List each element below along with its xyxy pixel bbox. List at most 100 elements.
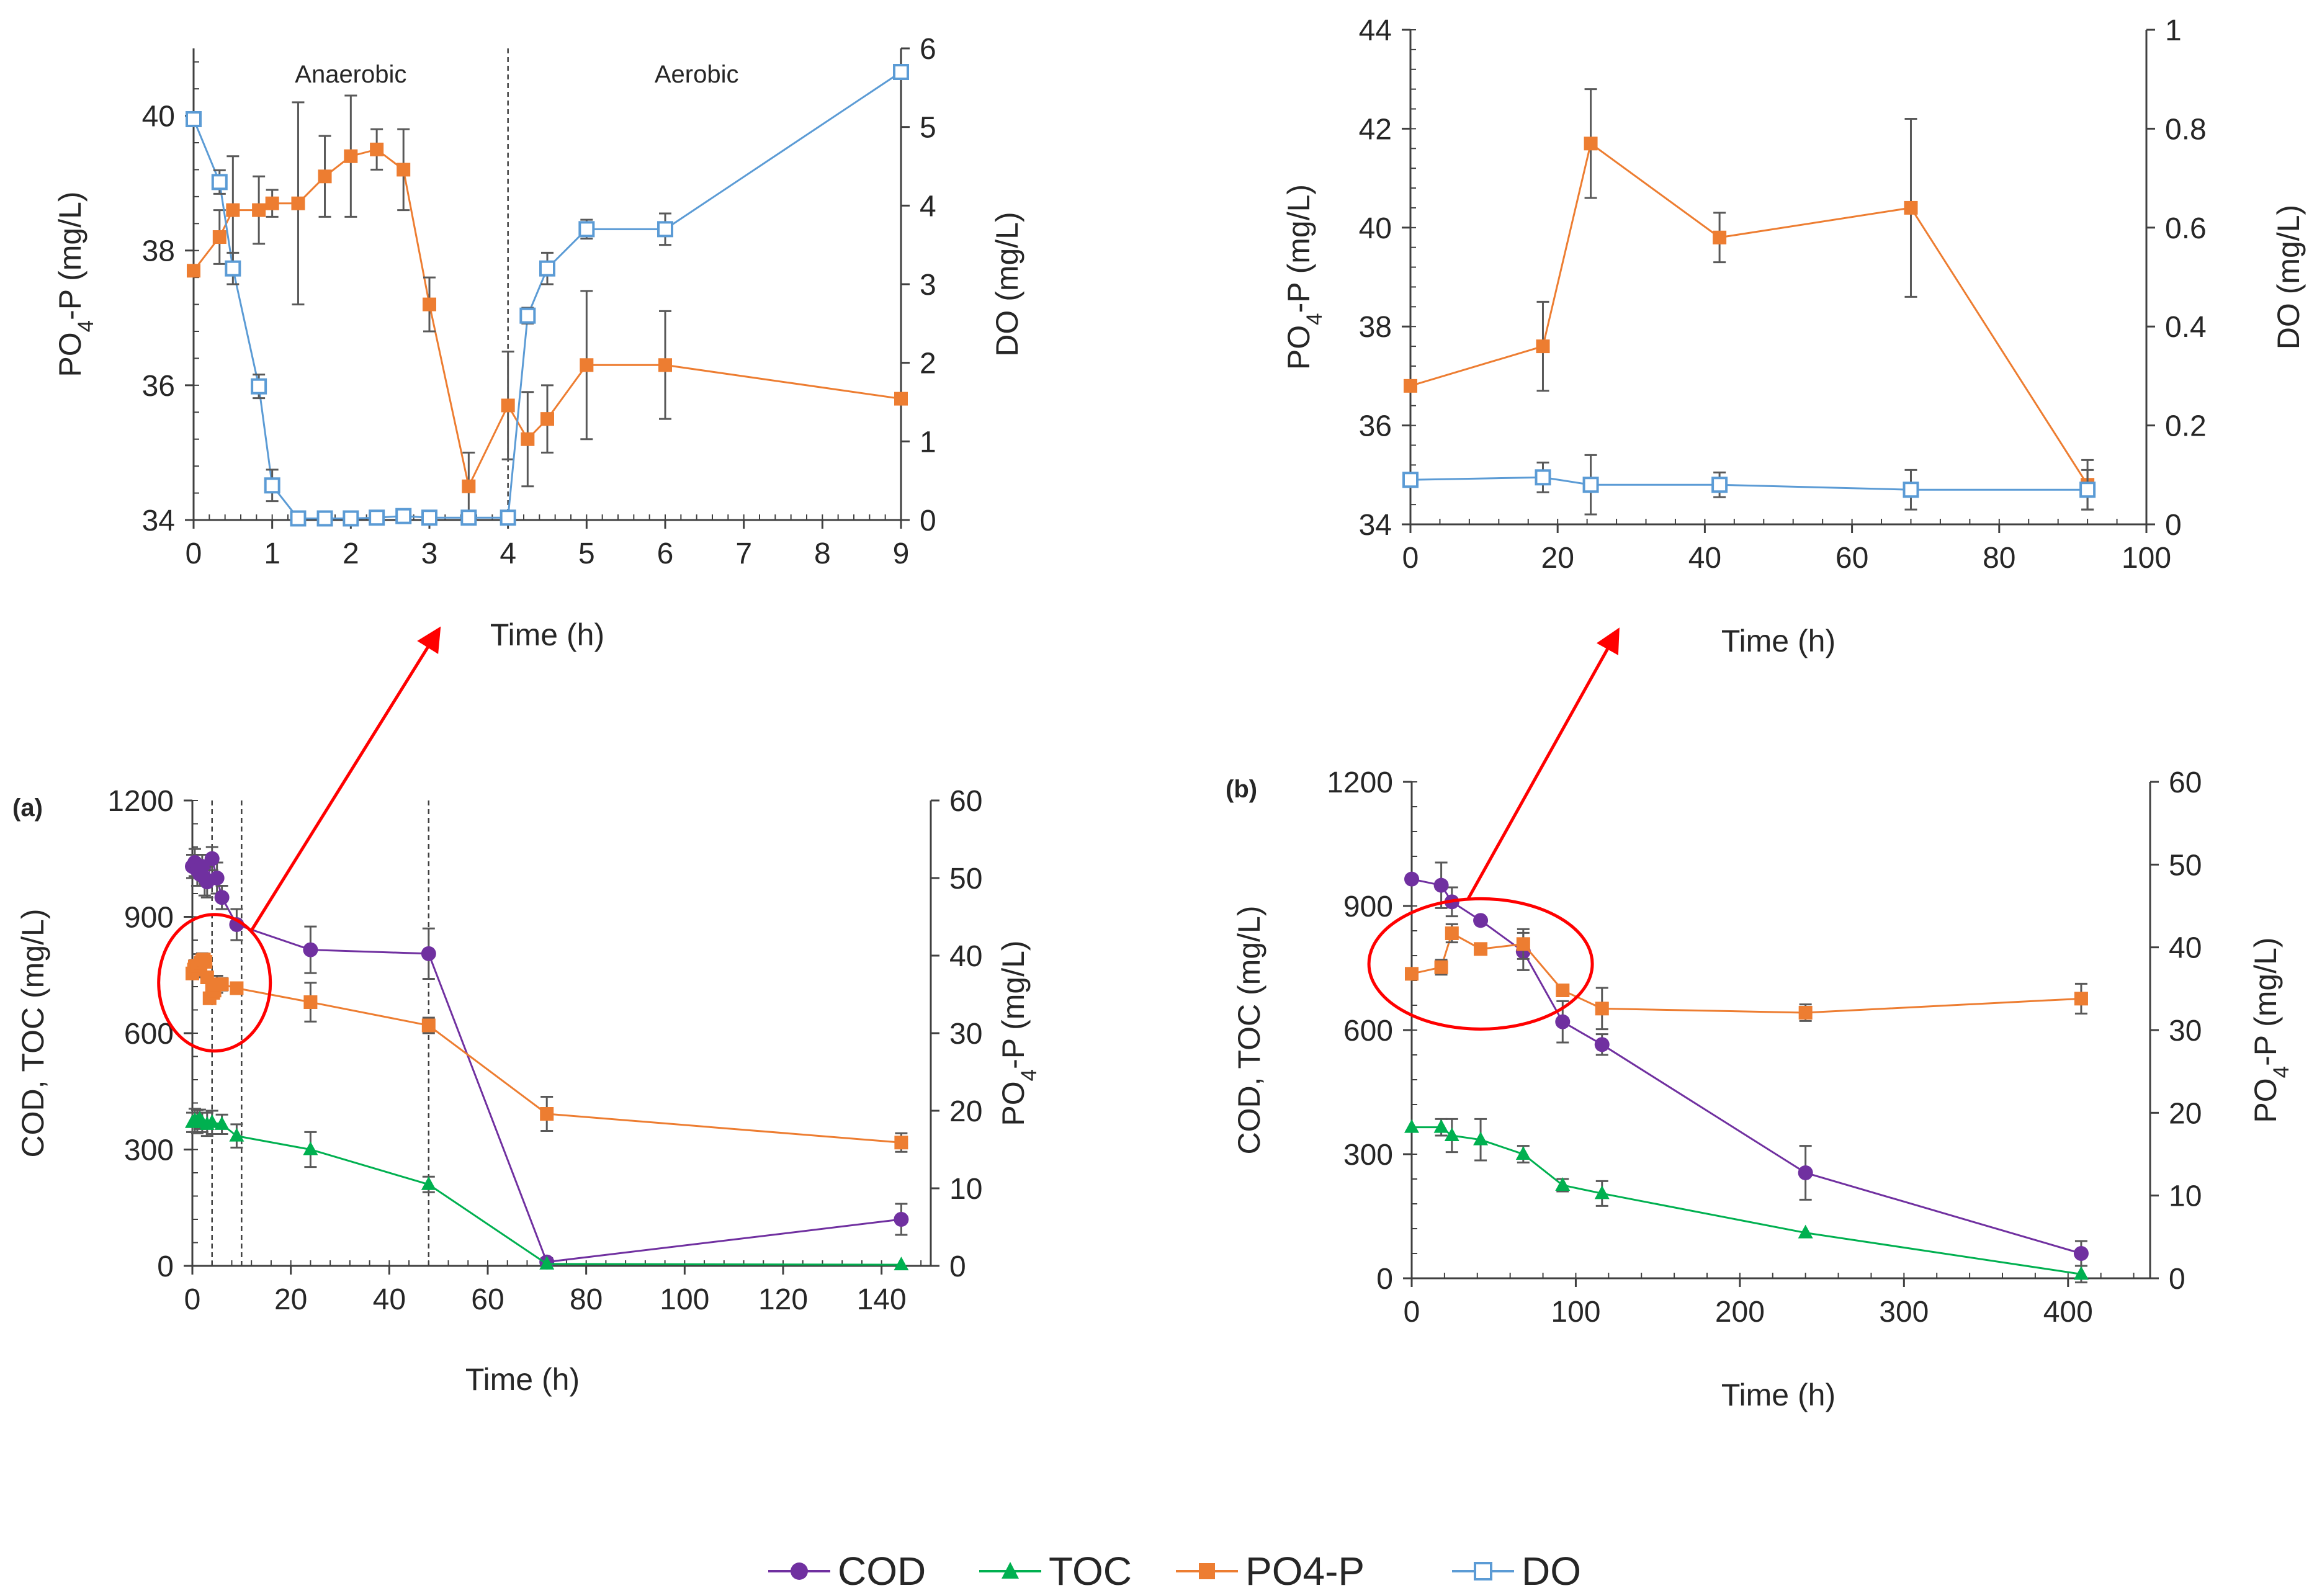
inset-a-do-point xyxy=(225,260,241,277)
panel-b-toc-point xyxy=(1594,1185,1610,1199)
panel-b-y2-tick-label: 40 xyxy=(2169,932,2202,965)
panel-a-y2-tick-label: 20 xyxy=(949,1095,982,1128)
panel-a-x-tick-label: 80 xyxy=(570,1283,603,1316)
inset-a-po4-p-point xyxy=(318,169,332,184)
legend-label: COD xyxy=(838,1549,926,1594)
inset-a-x-tick-label: 0 xyxy=(186,537,202,570)
inset-b-do-line xyxy=(1410,476,2088,491)
inset-b-y-tick-label: 42 xyxy=(1359,113,1392,146)
legend-marker xyxy=(791,1562,808,1580)
panel-a-x-tick-label: 40 xyxy=(373,1283,406,1316)
inset-a-x-tick-label: 8 xyxy=(814,537,831,570)
inset-a-po4-p-point xyxy=(291,196,305,210)
inset-a-po4-p-point xyxy=(187,264,200,278)
panel-b-x-tick-label: 200 xyxy=(1715,1296,1765,1329)
panel-a-y-tick-label: 1200 xyxy=(107,785,174,818)
inset-b-y-tick-label: 40 xyxy=(1359,212,1392,245)
panel-a-x-tick-label: 60 xyxy=(471,1283,504,1316)
panel-a-cod-point xyxy=(204,851,220,866)
inset-a-y-tick-label: 40 xyxy=(142,101,175,133)
panel-b-cod-point xyxy=(1404,871,1419,887)
inset-b-y2-tick-label: 0.4 xyxy=(2165,311,2207,344)
panel-b-po4-p-point xyxy=(1798,1006,1813,1020)
inset-a-x-tick-label: 3 xyxy=(421,537,438,570)
inset-a-do-point xyxy=(251,378,267,395)
panel-b-x-axis-title: Time (h) xyxy=(1721,1378,1836,1412)
panel-a-toc-point xyxy=(894,1257,909,1271)
inset-a-do-point xyxy=(657,221,673,238)
inset-b-po4-p-point xyxy=(1536,339,1550,354)
panel-a-toc-line xyxy=(192,1118,902,1266)
inset-a-x-tick-label: 9 xyxy=(893,537,910,570)
inset-b-po4-p-point xyxy=(1713,230,1727,244)
inset-a-y2-tick-label: 1 xyxy=(920,426,936,459)
inset-a-annotation-anaerobic: Anaerobic xyxy=(295,61,406,88)
inset-a-x-tick-label: 7 xyxy=(735,537,752,570)
panel-a-cod-point xyxy=(209,871,225,885)
panel-a-x-tick-label: 20 xyxy=(274,1283,307,1316)
panel-a-toc-point xyxy=(229,1128,244,1142)
inset-b-po4-p-point xyxy=(1584,137,1598,151)
legend-item-toc: TOC xyxy=(979,1549,1132,1594)
panel-b-toc-point xyxy=(1473,1131,1489,1145)
inset-a-po4-p-point xyxy=(212,230,226,244)
inset-a-y2-axis-title: DO (mg/L) xyxy=(990,212,1024,356)
legend: COD TOC PO4-P DO xyxy=(768,1549,1581,1594)
inset-a-y2-tick-label: 4 xyxy=(920,190,936,223)
inset-a-do-point xyxy=(369,509,385,526)
inset-b-y-tick-label: 44 xyxy=(1359,14,1392,47)
panel-b-po4-p-point xyxy=(1445,926,1459,940)
panel-b-y-tick-label: 900 xyxy=(1343,890,1393,923)
panel-a-po4-p-point xyxy=(230,981,244,995)
inset-b-do-point xyxy=(1535,469,1551,486)
panel-b-x-tick-label: 100 xyxy=(1551,1296,1600,1329)
panel-b-cod-point xyxy=(1555,1014,1571,1029)
panel-b-po4-p-point xyxy=(1474,942,1488,956)
inset-b-y2-tick-label: 0.2 xyxy=(2165,410,2207,443)
panel-a-y2-tick-label: 10 xyxy=(949,1173,982,1206)
inset-a-do-point xyxy=(578,221,595,238)
panel-a-po4-p-point xyxy=(303,995,318,1009)
panel-b-cod-point xyxy=(2073,1246,2089,1261)
panel-a-po4-p-point xyxy=(540,1107,554,1121)
panel-a-chart: 0 20 40 60 80 100 120 140 0 300 600 900 1200 0 10 20 30 4… xyxy=(12,785,1041,1397)
zoom-ellipse-b xyxy=(1367,897,1594,1031)
inset-a-y-tick-label: 34 xyxy=(142,504,175,537)
inset-a-po4-p-point xyxy=(397,163,411,177)
zoom-arrow-b xyxy=(1466,627,1620,900)
inset-a-y2-tick-label: 2 xyxy=(920,347,936,380)
panel-b-cod-point xyxy=(1798,1165,1813,1180)
inset-a-do-point xyxy=(460,509,477,526)
panel-a-toc-point xyxy=(421,1176,436,1190)
legend-marker xyxy=(1474,1562,1492,1580)
panel-b-y2-tick-label: 60 xyxy=(2169,766,2202,799)
panel-b-toc-point xyxy=(1515,1146,1531,1160)
inset-a-x-tick-label: 6 xyxy=(657,537,674,570)
inset-b-do-point xyxy=(1582,477,1599,493)
inset-a-do-point xyxy=(343,510,359,527)
panel-b-po4-p-point xyxy=(2074,992,2088,1006)
inset-b-x-tick-label: 0 xyxy=(1402,542,1419,575)
panel-a-y2-tick-label: 50 xyxy=(949,863,982,895)
inset-a-y-tick-label: 36 xyxy=(142,370,175,403)
inset-b-do-point xyxy=(1402,472,1419,488)
panel-a-y2-axis-title: PO4-P (mg/L) xyxy=(996,940,1041,1126)
panel-a-x-tick-label: 100 xyxy=(660,1283,709,1316)
zoom-arrow-a xyxy=(250,626,441,931)
inset-b-x-tick-label: 60 xyxy=(1836,542,1868,575)
inset-b-y-tick-label: 34 xyxy=(1359,509,1392,542)
inset-a-y-axis-title: PO4-P (mg/L) xyxy=(53,191,98,377)
inset-a-do-point xyxy=(264,477,280,494)
panel-b-y-axis-title: COD, TOC (mg/L) xyxy=(1232,906,1266,1155)
panel-b-y-tick-label: 600 xyxy=(1343,1015,1393,1047)
panel-a-x-tick-label: 140 xyxy=(857,1283,907,1316)
panel-b-toc-point xyxy=(1555,1177,1571,1191)
inset-a-y2-tick-label: 3 xyxy=(920,269,936,302)
inset-a-po4-p-point xyxy=(521,432,535,446)
panel-a-y-axis-title: COD, TOC (mg/L) xyxy=(16,909,50,1158)
inset-b-po4-p-point xyxy=(1904,200,1918,215)
legend-marker xyxy=(1199,1563,1215,1579)
inset-b-y-tick-label: 36 xyxy=(1359,410,1392,443)
